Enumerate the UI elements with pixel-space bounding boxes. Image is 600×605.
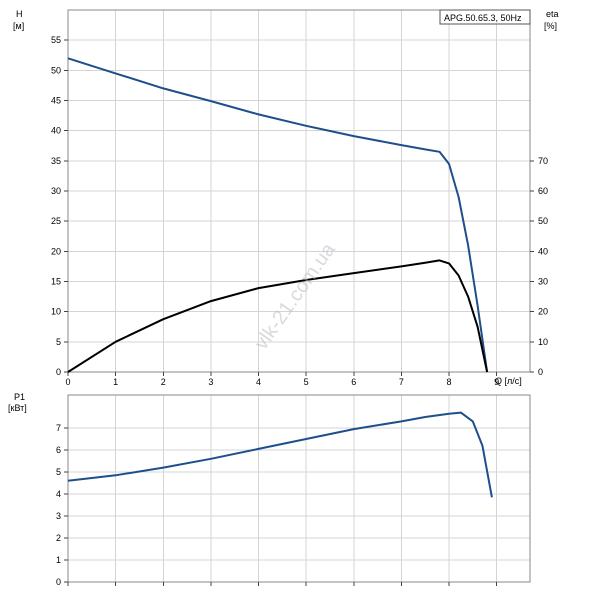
eta-curve [67, 259, 489, 373]
h-tick-label: 50 [51, 65, 61, 75]
p1-axis-unit: [кВт] [8, 403, 27, 413]
x-tick-label: 5 [304, 377, 309, 387]
top-curves [67, 57, 489, 373]
x-tick-label: 9 [494, 377, 499, 387]
h-tick-label: 35 [51, 156, 61, 166]
eta-tick-label: 50 [538, 216, 548, 226]
h-axis-unit: [м] [13, 21, 24, 31]
h-curve [67, 57, 489, 373]
eta-tick-label: 60 [538, 186, 548, 196]
h-tick-label: 0 [56, 367, 61, 377]
x-tick-label: 7 [399, 377, 404, 387]
h-tick-label: 30 [51, 186, 61, 196]
x-tick-label: 0 [65, 377, 70, 387]
p1-tick-label: 1 [56, 555, 61, 565]
eta-tick-label: 40 [538, 246, 548, 256]
p1-tick-label: 3 [56, 511, 61, 521]
h-tick-label: 45 [51, 96, 61, 106]
h-tick-label: 10 [51, 307, 61, 317]
eta-axis-title: eta [546, 9, 559, 19]
q-axis-title: Q [л/с] [495, 376, 522, 386]
legend-label: APG.50.65.3, 50Hz [444, 13, 522, 23]
p1-tick-label: 2 [56, 533, 61, 543]
p1-tick-label: 6 [56, 445, 61, 455]
eta-tick-label: 10 [538, 337, 548, 347]
h-tick-label: 55 [51, 35, 61, 45]
x-tick-label: 3 [208, 377, 213, 387]
h-tick-label: 15 [51, 277, 61, 287]
h-tick-label: 5 [56, 337, 61, 347]
top-ticks: 0 1 2 3 4 5 6 7 8 9051015202530354045505501020304… [51, 35, 548, 387]
p1-tick-label: 0 [56, 577, 61, 587]
eta-tick-label: 20 [538, 307, 548, 317]
eta-axis-unit: [%] [544, 21, 557, 31]
p1-tick-label: 4 [56, 489, 61, 499]
legend-box [439, 9, 531, 25]
x-tick-label: 6 [351, 377, 356, 387]
eta-tick-label: 30 [538, 277, 548, 287]
h-tick-label: 40 [51, 126, 61, 136]
h-tick-label: 20 [51, 246, 61, 256]
eta-tick-label: 0 [538, 367, 543, 377]
p1-tick-label: 7 [56, 423, 61, 433]
x-tick-label: 2 [161, 377, 166, 387]
x-tick-label: 1 [113, 377, 118, 387]
x-tick-label: 4 [256, 377, 261, 387]
bottom-ticks: 0 1 2 3 4 5 6 7 [56, 423, 498, 587]
h-tick-label: 25 [51, 216, 61, 226]
p1-curve [67, 411, 493, 498]
p1-axis-title: P1 [14, 392, 25, 402]
h-axis-title: H [16, 9, 23, 19]
p1-tick-label: 5 [56, 467, 61, 477]
bottom-plot-frame [67, 394, 531, 583]
x-tick-label: 8 [447, 377, 452, 387]
bottom-curves [67, 411, 493, 498]
eta-tick-label: 70 [538, 156, 548, 166]
